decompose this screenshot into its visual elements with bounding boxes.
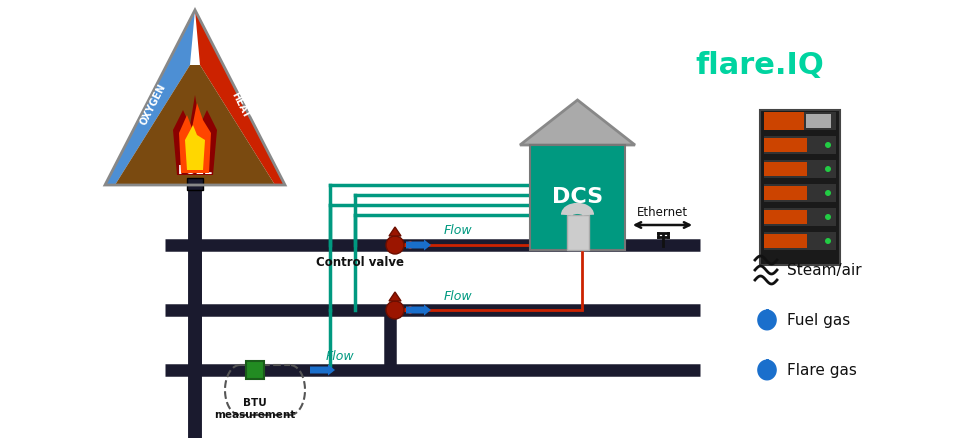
- Text: flare.IQ: flare.IQ: [695, 50, 824, 80]
- FancyBboxPatch shape: [187, 178, 203, 190]
- Text: DCS: DCS: [552, 187, 603, 207]
- Circle shape: [386, 236, 404, 254]
- Polygon shape: [758, 360, 776, 380]
- FancyBboxPatch shape: [806, 114, 831, 128]
- Text: HEAT: HEAT: [229, 90, 251, 120]
- FancyBboxPatch shape: [764, 208, 836, 226]
- FancyBboxPatch shape: [764, 112, 836, 130]
- FancyBboxPatch shape: [764, 234, 808, 248]
- Polygon shape: [179, 103, 211, 173]
- FancyBboxPatch shape: [764, 232, 836, 250]
- Text: Fuel gas: Fuel gas: [787, 312, 851, 328]
- Text: Flow: Flow: [444, 290, 472, 303]
- Polygon shape: [520, 100, 635, 145]
- FancyBboxPatch shape: [764, 112, 804, 130]
- Circle shape: [825, 238, 831, 244]
- Text: Steam/air: Steam/air: [787, 262, 861, 278]
- FancyBboxPatch shape: [530, 145, 625, 250]
- Polygon shape: [173, 95, 217, 175]
- Circle shape: [825, 190, 831, 196]
- Text: OXYGEN: OXYGEN: [138, 83, 168, 127]
- Circle shape: [825, 142, 831, 148]
- FancyBboxPatch shape: [764, 160, 836, 178]
- FancyBboxPatch shape: [760, 110, 840, 265]
- Text: Ethernet: Ethernet: [637, 206, 688, 219]
- Text: Flow: Flow: [325, 350, 355, 363]
- FancyArrow shape: [310, 364, 335, 375]
- Polygon shape: [389, 227, 401, 236]
- Text: FUEL: FUEL: [177, 165, 213, 177]
- Polygon shape: [195, 10, 285, 185]
- FancyBboxPatch shape: [764, 186, 808, 200]
- Polygon shape: [185, 125, 205, 170]
- Text: Flare gas: Flare gas: [787, 363, 857, 378]
- Polygon shape: [105, 10, 195, 185]
- FancyBboxPatch shape: [764, 184, 836, 202]
- FancyArrow shape: [406, 304, 431, 315]
- FancyBboxPatch shape: [764, 136, 836, 154]
- FancyArrow shape: [406, 240, 431, 251]
- Text: Control valve: Control valve: [316, 257, 404, 269]
- Text: BTU
measurement: BTU measurement: [215, 398, 296, 420]
- FancyBboxPatch shape: [764, 162, 808, 176]
- Polygon shape: [389, 292, 401, 301]
- Polygon shape: [115, 65, 275, 185]
- FancyBboxPatch shape: [764, 138, 808, 152]
- FancyBboxPatch shape: [246, 361, 264, 379]
- Text: Flow: Flow: [444, 225, 472, 237]
- Circle shape: [825, 214, 831, 220]
- FancyBboxPatch shape: [566, 215, 589, 250]
- Circle shape: [386, 301, 404, 319]
- FancyBboxPatch shape: [764, 210, 808, 224]
- Circle shape: [825, 166, 831, 172]
- Polygon shape: [758, 310, 776, 330]
